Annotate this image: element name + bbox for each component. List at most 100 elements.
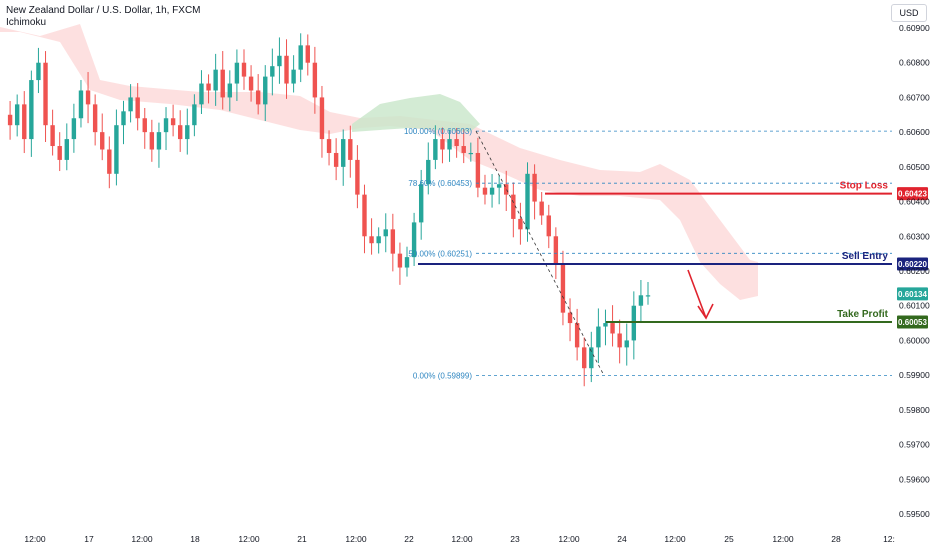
x-axis-tick-label: 18 [190, 534, 200, 544]
y-axis-tick-label: 0.60300 [899, 231, 930, 241]
candle-body [142, 118, 147, 133]
fib-level-label: 78.60% (0.60453) [408, 179, 472, 188]
candle-body [270, 66, 275, 77]
y-axis-tick-label: 0.60600 [899, 127, 930, 137]
candle-body [78, 90, 84, 119]
candle-body [475, 152, 481, 188]
x-axis-tick-label: 12: [883, 534, 895, 544]
ichimoku-cloud-bullish [352, 94, 480, 132]
currency-button[interactable]: USD [891, 4, 927, 22]
candle-body [326, 139, 332, 153]
level-label-sell-entry: Sell Entry [842, 251, 889, 262]
candle-body [185, 125, 190, 140]
level-price-tag-text: 0.60220 [898, 260, 927, 269]
candle-body [560, 264, 566, 313]
level-price-tag-text: 0.60423 [898, 190, 927, 199]
x-axis-tick-label: 17 [84, 534, 94, 544]
candle-body [418, 184, 424, 223]
fib-level-label: 100.00% (0.60603) [404, 127, 472, 136]
candle-body [362, 194, 367, 237]
candle-body [206, 83, 211, 91]
y-axis-tick-label: 0.59700 [899, 440, 930, 450]
candle-body [525, 173, 530, 230]
candle-body [100, 132, 105, 150]
candle-body [496, 184, 502, 188]
candle-body [7, 114, 13, 126]
candle-body [248, 76, 254, 91]
x-axis-tick-label: 12:00 [238, 534, 260, 544]
candle-body [234, 62, 240, 84]
candle-body [85, 90, 91, 105]
candle-body [199, 83, 204, 105]
level-price-tag [897, 257, 928, 271]
x-axis-tick-label: 12:00 [345, 534, 367, 544]
candle-body [638, 295, 644, 306]
candle-body [447, 139, 452, 150]
candle-body [128, 97, 133, 112]
candle-body [489, 187, 495, 195]
projection-arrowhead-icon [697, 303, 714, 320]
candle-body [376, 236, 381, 244]
candle-body [383, 229, 388, 237]
candle-body [617, 333, 622, 348]
candle-body [36, 62, 41, 81]
candle-body [227, 83, 233, 98]
x-axis-tick-label: 12:00 [664, 534, 686, 544]
x-axis-tick-label: 22 [404, 534, 414, 544]
current-price-tag-text: 0.60134 [898, 290, 927, 299]
candle-body [390, 229, 396, 254]
candle-body [454, 139, 459, 147]
candle-body [461, 146, 466, 153]
y-axis-tick-label: 0.60400 [899, 197, 930, 207]
candle-body [71, 118, 77, 140]
candle-body [518, 218, 523, 230]
candle-body [220, 69, 225, 98]
candle-body [369, 236, 374, 244]
candle-body [14, 104, 20, 126]
candle-body [192, 104, 197, 126]
y-axis-tick-label: 0.60800 [899, 58, 930, 68]
candle-body [504, 184, 509, 195]
level-label-stop-loss: Stop Loss [840, 181, 889, 192]
candle-body [22, 104, 27, 140]
y-axis-tick-label: 0.60700 [899, 92, 930, 102]
candle-body [610, 323, 615, 334]
candle-body [114, 125, 119, 174]
candle-body [532, 173, 537, 202]
candle-body [241, 62, 247, 77]
candle-body [263, 76, 268, 105]
candle-body [468, 152, 474, 155]
x-axis-tick-label: 21 [297, 534, 307, 544]
candle-body [319, 97, 325, 140]
candle-body [589, 347, 594, 369]
ichimoku-cloud-bearish [0, 24, 758, 300]
candle-body [574, 323, 580, 348]
x-axis-tick-label: 24 [617, 534, 627, 544]
candle-body [291, 69, 296, 84]
candle-body [333, 152, 339, 167]
x-axis-tick-label: 12:00 [558, 534, 580, 544]
level-price-tag [897, 315, 928, 329]
candle-body [440, 139, 445, 150]
y-axis-tick-label: 0.59800 [899, 405, 930, 415]
candle-body [277, 55, 282, 67]
indicator-label[interactable]: Ichimoku [6, 17, 47, 28]
x-axis-tick-label: 12:00 [131, 534, 153, 544]
candle-body [50, 125, 55, 147]
x-axis-tick-label: 12:00 [772, 534, 794, 544]
level-price-tag-text: 0.60053 [898, 318, 927, 327]
y-axis-tick-label: 0.60100 [899, 301, 930, 311]
candle-body [546, 215, 551, 237]
candle-body [255, 90, 261, 105]
candle-body [341, 139, 346, 167]
candle-body [121, 111, 126, 126]
candle-body [135, 97, 140, 119]
y-axis-tick-label: 0.60000 [899, 335, 930, 345]
candle-body [596, 326, 601, 348]
candle-body [404, 257, 410, 268]
candle-body [426, 159, 431, 185]
candle-body [298, 45, 303, 70]
x-axis-tick-label: 28 [831, 534, 841, 544]
candle-body [305, 45, 310, 63]
